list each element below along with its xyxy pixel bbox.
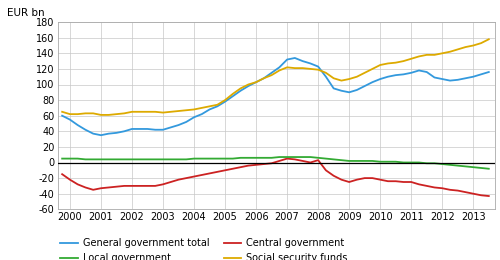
Text: EUR bn: EUR bn [7, 8, 45, 18]
Legend: General government total, Local government, Central government, Social security : General government total, Local governme… [60, 238, 348, 260]
